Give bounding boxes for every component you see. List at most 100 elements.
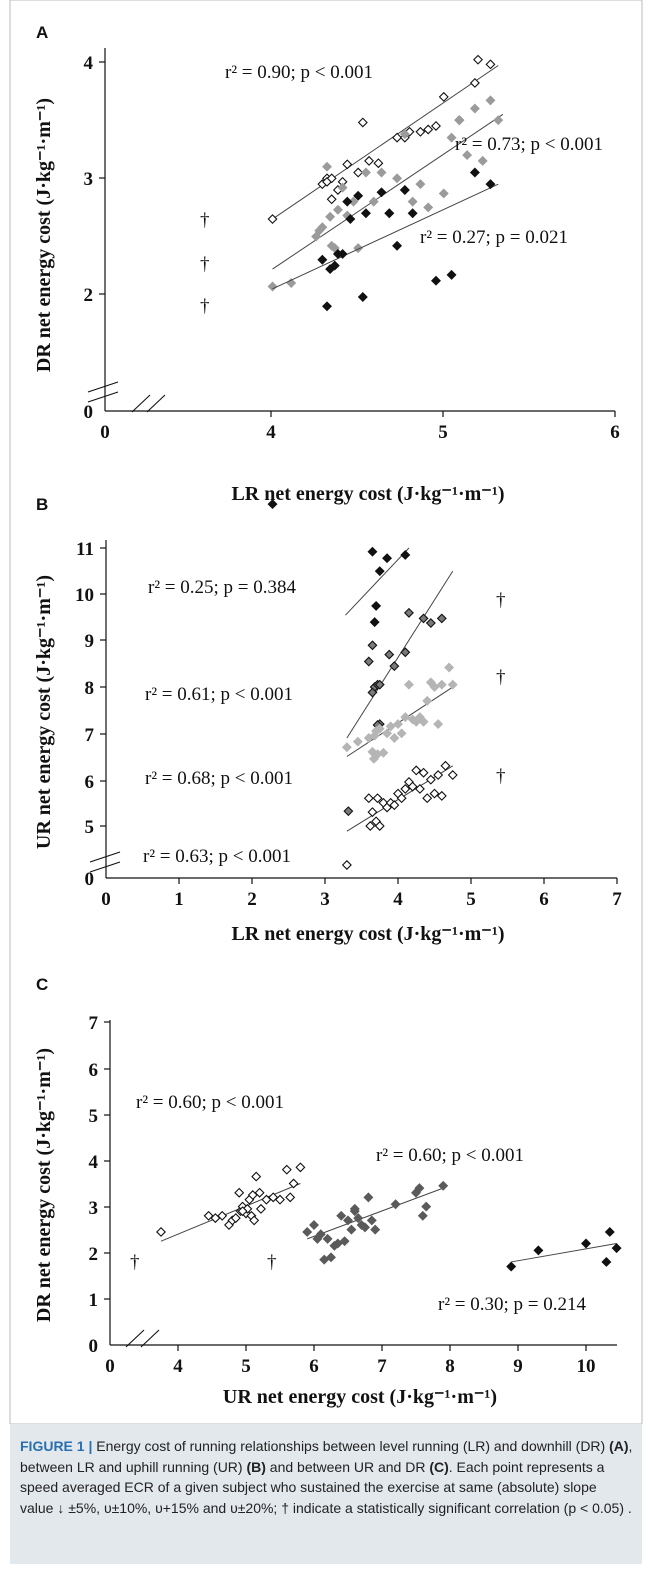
series-1-point [237, 1206, 248, 1217]
x-axis-break [131, 394, 151, 413]
series-2-point [322, 161, 332, 172]
panel-b-ylabel: UR net energy cost (J·kg⁻¹·m⁻¹) [33, 575, 55, 849]
series-4-point [374, 821, 385, 831]
panel-b-dagger-1: † [496, 590, 506, 611]
series-2-point [414, 1183, 425, 1194]
series-4-point [414, 783, 425, 794]
x-axis-break [140, 1329, 160, 1348]
series-2-point [343, 806, 354, 817]
series-1-point [400, 549, 411, 560]
panel-b-annotation-4: r² = 0.63; p < 0.001 [143, 846, 291, 867]
series-2-point [415, 179, 426, 190]
series-3-point [267, 499, 278, 510]
x-tick-label: 6 [610, 422, 620, 443]
x-tick-label: 0 [101, 889, 111, 910]
series-3-point [352, 736, 363, 747]
series-3-point [611, 1243, 622, 1254]
series-2-point [423, 202, 434, 213]
series-3-point [341, 742, 352, 753]
panel-a-annotation-2: r² = 0.73; p < 0.001 [455, 134, 603, 155]
series-2-point [368, 196, 379, 207]
caption-text-1: Energy cost of running relationships bet… [92, 1438, 610, 1454]
series-1-point [415, 126, 426, 137]
series-4-point [396, 793, 407, 804]
panel-b-plot: 0 1 2 3 4 5 6 7 0 5 6 7 8 9 10 11 [75, 539, 622, 910]
series-3-point [469, 167, 480, 178]
series-2-point [493, 115, 504, 126]
y-tick-label: 8 [85, 678, 95, 699]
panel-c-ylabel: DR net energy cost (J·kg⁻¹·m⁻¹) [33, 1048, 55, 1322]
caption-box [10, 1424, 642, 1564]
caption-text-4: . Each point represents a speed averaged… [20, 1458, 632, 1516]
caption-label: FIGURE 1 | [20, 1438, 93, 1454]
series-4-point [389, 800, 400, 811]
series-2-fit-line [307, 1187, 444, 1240]
y-tick-label: 2 [89, 1244, 99, 1265]
panel-b-xlabel: LR net energy cost (J·kg⁻¹·m⁻¹) [231, 923, 504, 945]
series-2-point [363, 1192, 374, 1203]
series-4-point [365, 821, 376, 831]
series-1-fit-line [160, 1183, 301, 1242]
series-1-point [382, 553, 393, 564]
series-1-point [251, 1171, 262, 1182]
y-tick-label: 1 [89, 1290, 99, 1311]
x-tick-label: 7 [377, 1356, 387, 1377]
y-tick-label: 6 [85, 772, 95, 793]
series-3-point [382, 728, 393, 739]
y-tick-label: 11 [76, 539, 94, 560]
series-1-point [431, 121, 441, 131]
series-2-point [366, 1215, 377, 1226]
series-2-point [374, 679, 385, 690]
y-tick-label: 7 [89, 1013, 99, 1034]
series-2-point [360, 167, 371, 178]
series-3-point [378, 747, 389, 758]
series-1-fit-line [345, 547, 410, 616]
series-2-point [322, 1233, 333, 1244]
x-tick-label: 2 [247, 889, 257, 910]
caption-text-2: , between LR and uphill running (UR) [20, 1438, 633, 1475]
panel-a-xlabel: LR net energy cost (J·kg⁻¹·m⁻¹) [231, 483, 504, 505]
x-tick-label: 0 [100, 422, 110, 443]
series-3-point [407, 208, 418, 219]
series-1-point [255, 1203, 266, 1214]
series-2-point [425, 618, 436, 629]
series-3-point [418, 716, 429, 727]
x-tick-label: 5 [241, 1356, 251, 1377]
y-tick-label: 7 [85, 725, 95, 746]
series-4-point [400, 783, 411, 794]
series-4-point [363, 793, 374, 804]
series-1-point [326, 194, 337, 205]
x-tick-label: 4 [393, 889, 403, 910]
x-axis-break [125, 1329, 145, 1348]
series-1-point [353, 167, 364, 178]
series-2-point [418, 613, 429, 624]
x-tick-label: 4 [266, 422, 276, 443]
series-3-point [396, 728, 407, 739]
series-1-point [369, 617, 380, 628]
y-tick-label: 2 [84, 285, 94, 306]
series-2-point [332, 204, 343, 215]
series-4-point [425, 774, 436, 785]
caption-text-3: and between UR and DR [265, 1458, 430, 1475]
series-2-point [407, 196, 418, 207]
figure-caption: FIGURE 1 | Energy cost of running relati… [20, 1436, 634, 1518]
series-2-point [469, 103, 480, 114]
series-2-point [367, 640, 378, 651]
series-1-point [156, 1226, 166, 1237]
panel-b-annotation-2: r² = 0.61; p < 0.001 [145, 684, 293, 705]
series-2-point [363, 656, 374, 667]
panel-c-annotation-2: r² = 0.60; p < 0.001 [376, 1145, 524, 1166]
series-1-point [275, 1194, 285, 1205]
series-3-point [436, 679, 447, 690]
series-3-point [601, 1256, 612, 1267]
series-3-point [385, 721, 396, 732]
series-3-point [357, 292, 368, 302]
series-3-fit-line [346, 684, 457, 757]
figure-frame [9, 0, 643, 1424]
panel-c-plot: 0 4 5 6 7 8 9 10 0 1 2 3 4 5 6 7 [89, 1013, 622, 1377]
series-1-point [423, 124, 434, 135]
series-4-point [433, 770, 444, 781]
series-2-point [446, 132, 457, 143]
y-axis-break [87, 381, 119, 393]
series-2-point [454, 115, 465, 126]
